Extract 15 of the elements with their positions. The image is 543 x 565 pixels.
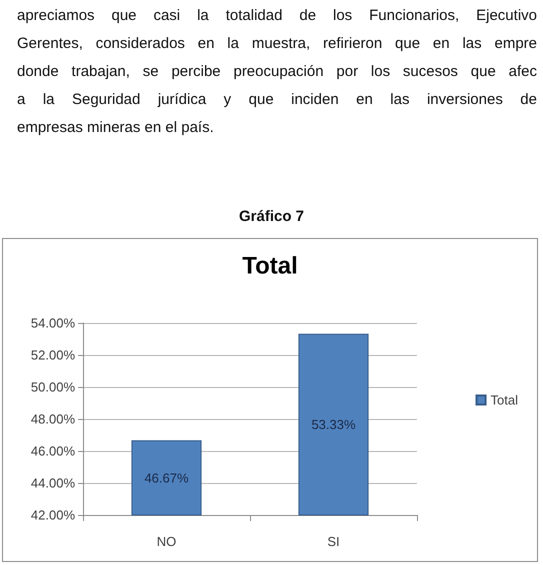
y-tick-label: 46.00% xyxy=(30,444,76,458)
chart-subtitle: Total xyxy=(242,252,298,280)
paragraph: apreciamos que casi la totalidad de los Funcionarios, Ejecutivo Gerentes, considerados en la muestra, refirieron que en las empre donde trabajan, se percibe preocupación por los sucesos que afec a la Seguridad jurídica y que inciden en las inversiones de empresas mineras en el país. xyxy=(17,6,537,138)
y-tick-label: 48.00% xyxy=(30,412,76,426)
x-tick-label: NO xyxy=(156,534,176,549)
y-tick-label: 44.00% xyxy=(30,476,76,490)
y-tick-label: 50.00% xyxy=(30,380,76,394)
chart-title: Gráfico 7 xyxy=(238,208,306,225)
data-label: 46.67% xyxy=(144,470,189,486)
data-label: 53.33% xyxy=(311,417,356,432)
y-tick-label: 42.00% xyxy=(30,508,76,522)
y-tick-label: 54.00% xyxy=(30,316,76,330)
x-tick-label: SI xyxy=(327,534,340,549)
legend-label: Total xyxy=(490,392,518,408)
y-tick-label: 52.00% xyxy=(30,348,76,362)
